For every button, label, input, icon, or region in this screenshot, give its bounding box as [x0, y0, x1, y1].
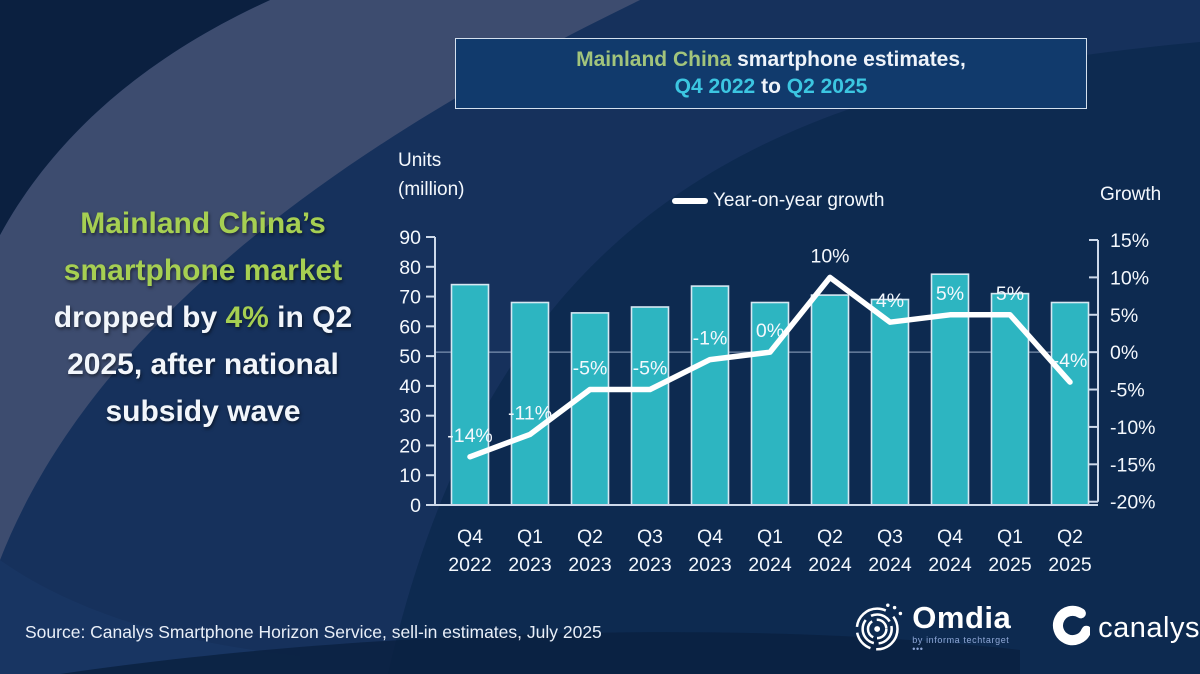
- x-axis-label: Q1 2025: [988, 526, 1032, 576]
- left-axis-tick-label: 80: [399, 257, 421, 279]
- left-axis-title-line2: (million): [398, 179, 465, 200]
- left-axis-tick-label: 10: [399, 465, 421, 487]
- bar-q3-2023: [630, 306, 670, 506]
- bar-q1-2024: [750, 301, 790, 506]
- right-axis-tick-label: -10%: [1110, 417, 1156, 439]
- x-axis-label: Q3 2024: [868, 526, 912, 576]
- headline-green-text: Mainland China’s smartphone market: [63, 207, 343, 287]
- growth-value-label: -14%: [447, 425, 493, 447]
- x-axis-label: Q2 2025: [1048, 526, 1092, 576]
- omdia-logo: Omdia by informa techtarget •••: [852, 600, 1020, 656]
- title-end-quarter: Q2 2025: [786, 75, 868, 98]
- left-axis-title-line1: Units: [398, 150, 442, 171]
- title-subject: smartphone estimates,: [731, 48, 966, 71]
- x-axis-label: Q1 2023: [508, 526, 551, 576]
- x-axis-label: Q1 2024: [748, 526, 792, 576]
- right-axis-tick-label: -15%: [1110, 454, 1156, 476]
- chart-title-line2: Q4 2022 to Q2 2025: [675, 75, 868, 99]
- bar-q2-2025: [1050, 301, 1090, 506]
- canalys-logo: canalys: [1046, 604, 1200, 652]
- left-axis-tick-label: 60: [399, 316, 421, 338]
- bar-q2-2024: [810, 294, 850, 506]
- omdia-wordmark: Omdia: [912, 600, 1012, 635]
- title-start-quarter: Q4 2022: [674, 75, 756, 98]
- chart-title-line1: Mainland China smartphone estimates,: [576, 48, 966, 72]
- x-axis-label: Q3 2023: [628, 526, 671, 576]
- growth-line: [467, 274, 1073, 460]
- growth-value-label: -1%: [693, 328, 728, 350]
- x-axis-label: Q2 2023: [568, 526, 611, 576]
- line-swatch-icon: [672, 198, 708, 204]
- x-axis-label: Q2 2024: [808, 526, 852, 576]
- right-axis-tick-label: 5%: [1110, 305, 1138, 327]
- source-text: Source: Canalys Smartphone Horizon Servi…: [25, 622, 602, 642]
- growth-value-label: -11%: [508, 402, 552, 424]
- left-axis-tick-label: 40: [399, 376, 421, 398]
- right-axis-tick-label: -5%: [1110, 380, 1145, 402]
- logos: Omdia by informa techtarget ••• canalys: [852, 600, 1200, 656]
- growth-value-label: -5%: [633, 358, 668, 380]
- title-region: Mainland China: [576, 48, 732, 71]
- growth-value-label: -5%: [573, 358, 608, 380]
- left-axis-tick-label: 50: [399, 346, 421, 368]
- growth-value-label: 4%: [876, 290, 904, 312]
- bar-q4-2024: [930, 273, 970, 506]
- right-axis-title: Growth: [1100, 184, 1162, 205]
- canalys-swoosh-icon: [1053, 605, 1091, 646]
- x-axis-label: Q4 2022: [448, 526, 491, 576]
- left-axis-tick-label: 20: [399, 435, 421, 457]
- growth-value-label: -4%: [1053, 350, 1088, 372]
- headline-white-text: dropped by: [53, 301, 226, 334]
- headline-white-text-2: in Q2 2025, after national subsidy wave: [67, 301, 353, 428]
- bar-q4-2022: [450, 283, 490, 506]
- bar-q1-2023: [510, 301, 550, 506]
- x-axis-label: Q4 2024: [928, 526, 972, 576]
- canalys-wordmark: canalys: [1098, 611, 1200, 644]
- right-axis-tick-label: -20%: [1110, 492, 1156, 514]
- omdia-subtext: by informa techtarget •••: [912, 635, 1010, 654]
- right-axis-tick-label: 0%: [1110, 342, 1138, 364]
- growth-value-label: 10%: [810, 245, 849, 267]
- bar-q2-2023: [570, 312, 610, 506]
- left-axis-title: Units (million): [398, 146, 465, 204]
- left-axis-tick-label: 0: [410, 495, 421, 517]
- headline: Mainland China’s smartphone market dropp…: [28, 200, 378, 435]
- chart-title-box: Mainland China smartphone estimates, Q4 …: [455, 38, 1087, 109]
- omdia-rings-icon: [855, 603, 903, 651]
- headline-percent: 4%: [225, 301, 269, 334]
- left-axis-tick-label: 70: [399, 287, 421, 309]
- growth-value-label: 0%: [756, 320, 784, 342]
- bar-q3-2024: [870, 298, 910, 506]
- legend-label: Year-on-year growth: [713, 190, 885, 211]
- legend: Year-on-year growth: [672, 190, 884, 212]
- right-axis-tick-label: 15%: [1110, 230, 1149, 252]
- right-axis-tick-label: 10%: [1110, 267, 1149, 289]
- x-axis-label: Q4 2023: [688, 526, 731, 576]
- title-to: to: [755, 75, 787, 98]
- left-axis-tick-label: 30: [399, 406, 421, 428]
- left-axis-tick-label: 90: [399, 227, 421, 249]
- growth-value-label: 5%: [996, 283, 1024, 305]
- bar-q4-2023: [690, 285, 730, 506]
- growth-value-label: 5%: [936, 283, 964, 305]
